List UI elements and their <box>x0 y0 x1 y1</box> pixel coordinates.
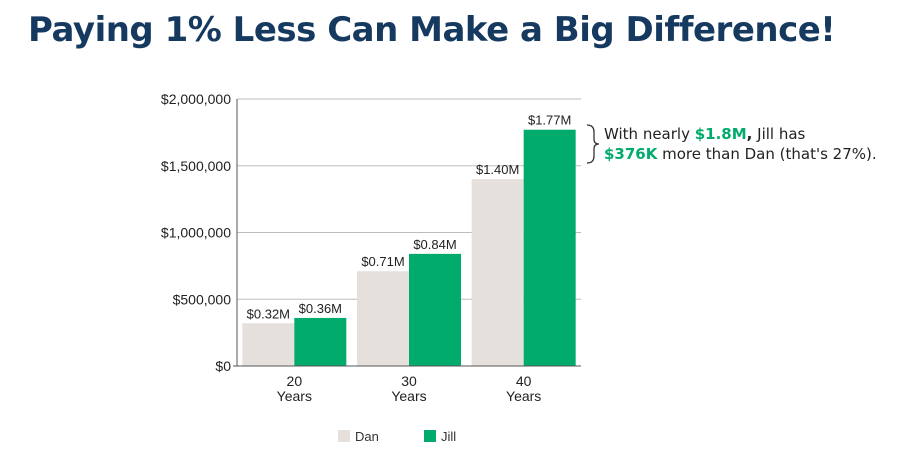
data-label: $1.77M <box>528 113 571 128</box>
data-label: $0.32M <box>247 306 290 321</box>
annotation-line-1: With nearly $1.8M, Jill has <box>604 124 877 144</box>
x-tick-label: Years <box>277 388 312 404</box>
x-tick-label: Years <box>391 388 426 404</box>
x-tick-label: 40 <box>516 373 532 389</box>
bar-jill <box>409 253 461 366</box>
annotation-text: Jill has <box>752 125 806 143</box>
legend-label-dan: Dan <box>355 429 379 444</box>
legend-swatch-dan <box>338 430 350 442</box>
bar-dan <box>357 271 409 366</box>
data-label: $0.71M <box>361 254 404 269</box>
legend-label-jill: Jill <box>441 429 456 444</box>
annotation-comma: , <box>746 125 753 143</box>
legend-swatch-jill <box>424 430 436 442</box>
y-tick-label: $0 <box>215 358 231 374</box>
bar-dan <box>242 323 295 366</box>
y-tick-label: $2,000,000 <box>161 91 231 107</box>
x-tick-label: Years <box>506 388 541 404</box>
y-tick-label: $1,500,000 <box>161 158 231 174</box>
x-tick-label: 30 <box>401 373 417 389</box>
annotation-brace <box>586 124 600 164</box>
data-label: $1.40M <box>476 162 519 177</box>
annotation-line-2: $376K more than Dan (that's 27%). <box>604 144 877 164</box>
annotation-highlight-amount: $1.8M <box>694 125 747 143</box>
x-tick-label: 20 <box>287 373 303 389</box>
bar-jill <box>523 129 576 366</box>
annotation-highlight-difference: $376K <box>604 145 658 163</box>
annotation: With nearly $1.8M, Jill has $376K more t… <box>604 124 877 164</box>
page-title: Paying 1% Less Can Make a Big Difference… <box>28 10 836 50</box>
y-tick-label: $1,000,000 <box>161 225 231 241</box>
bar-jill <box>294 317 347 366</box>
bar-dan <box>471 179 524 366</box>
data-label: $0.36M <box>299 301 342 316</box>
annotation-text: more than Dan (that's 27%). <box>657 145 877 163</box>
y-tick-label: $500,000 <box>173 291 232 307</box>
data-label: $0.84M <box>413 237 456 252</box>
annotation-text: With nearly <box>604 125 695 143</box>
